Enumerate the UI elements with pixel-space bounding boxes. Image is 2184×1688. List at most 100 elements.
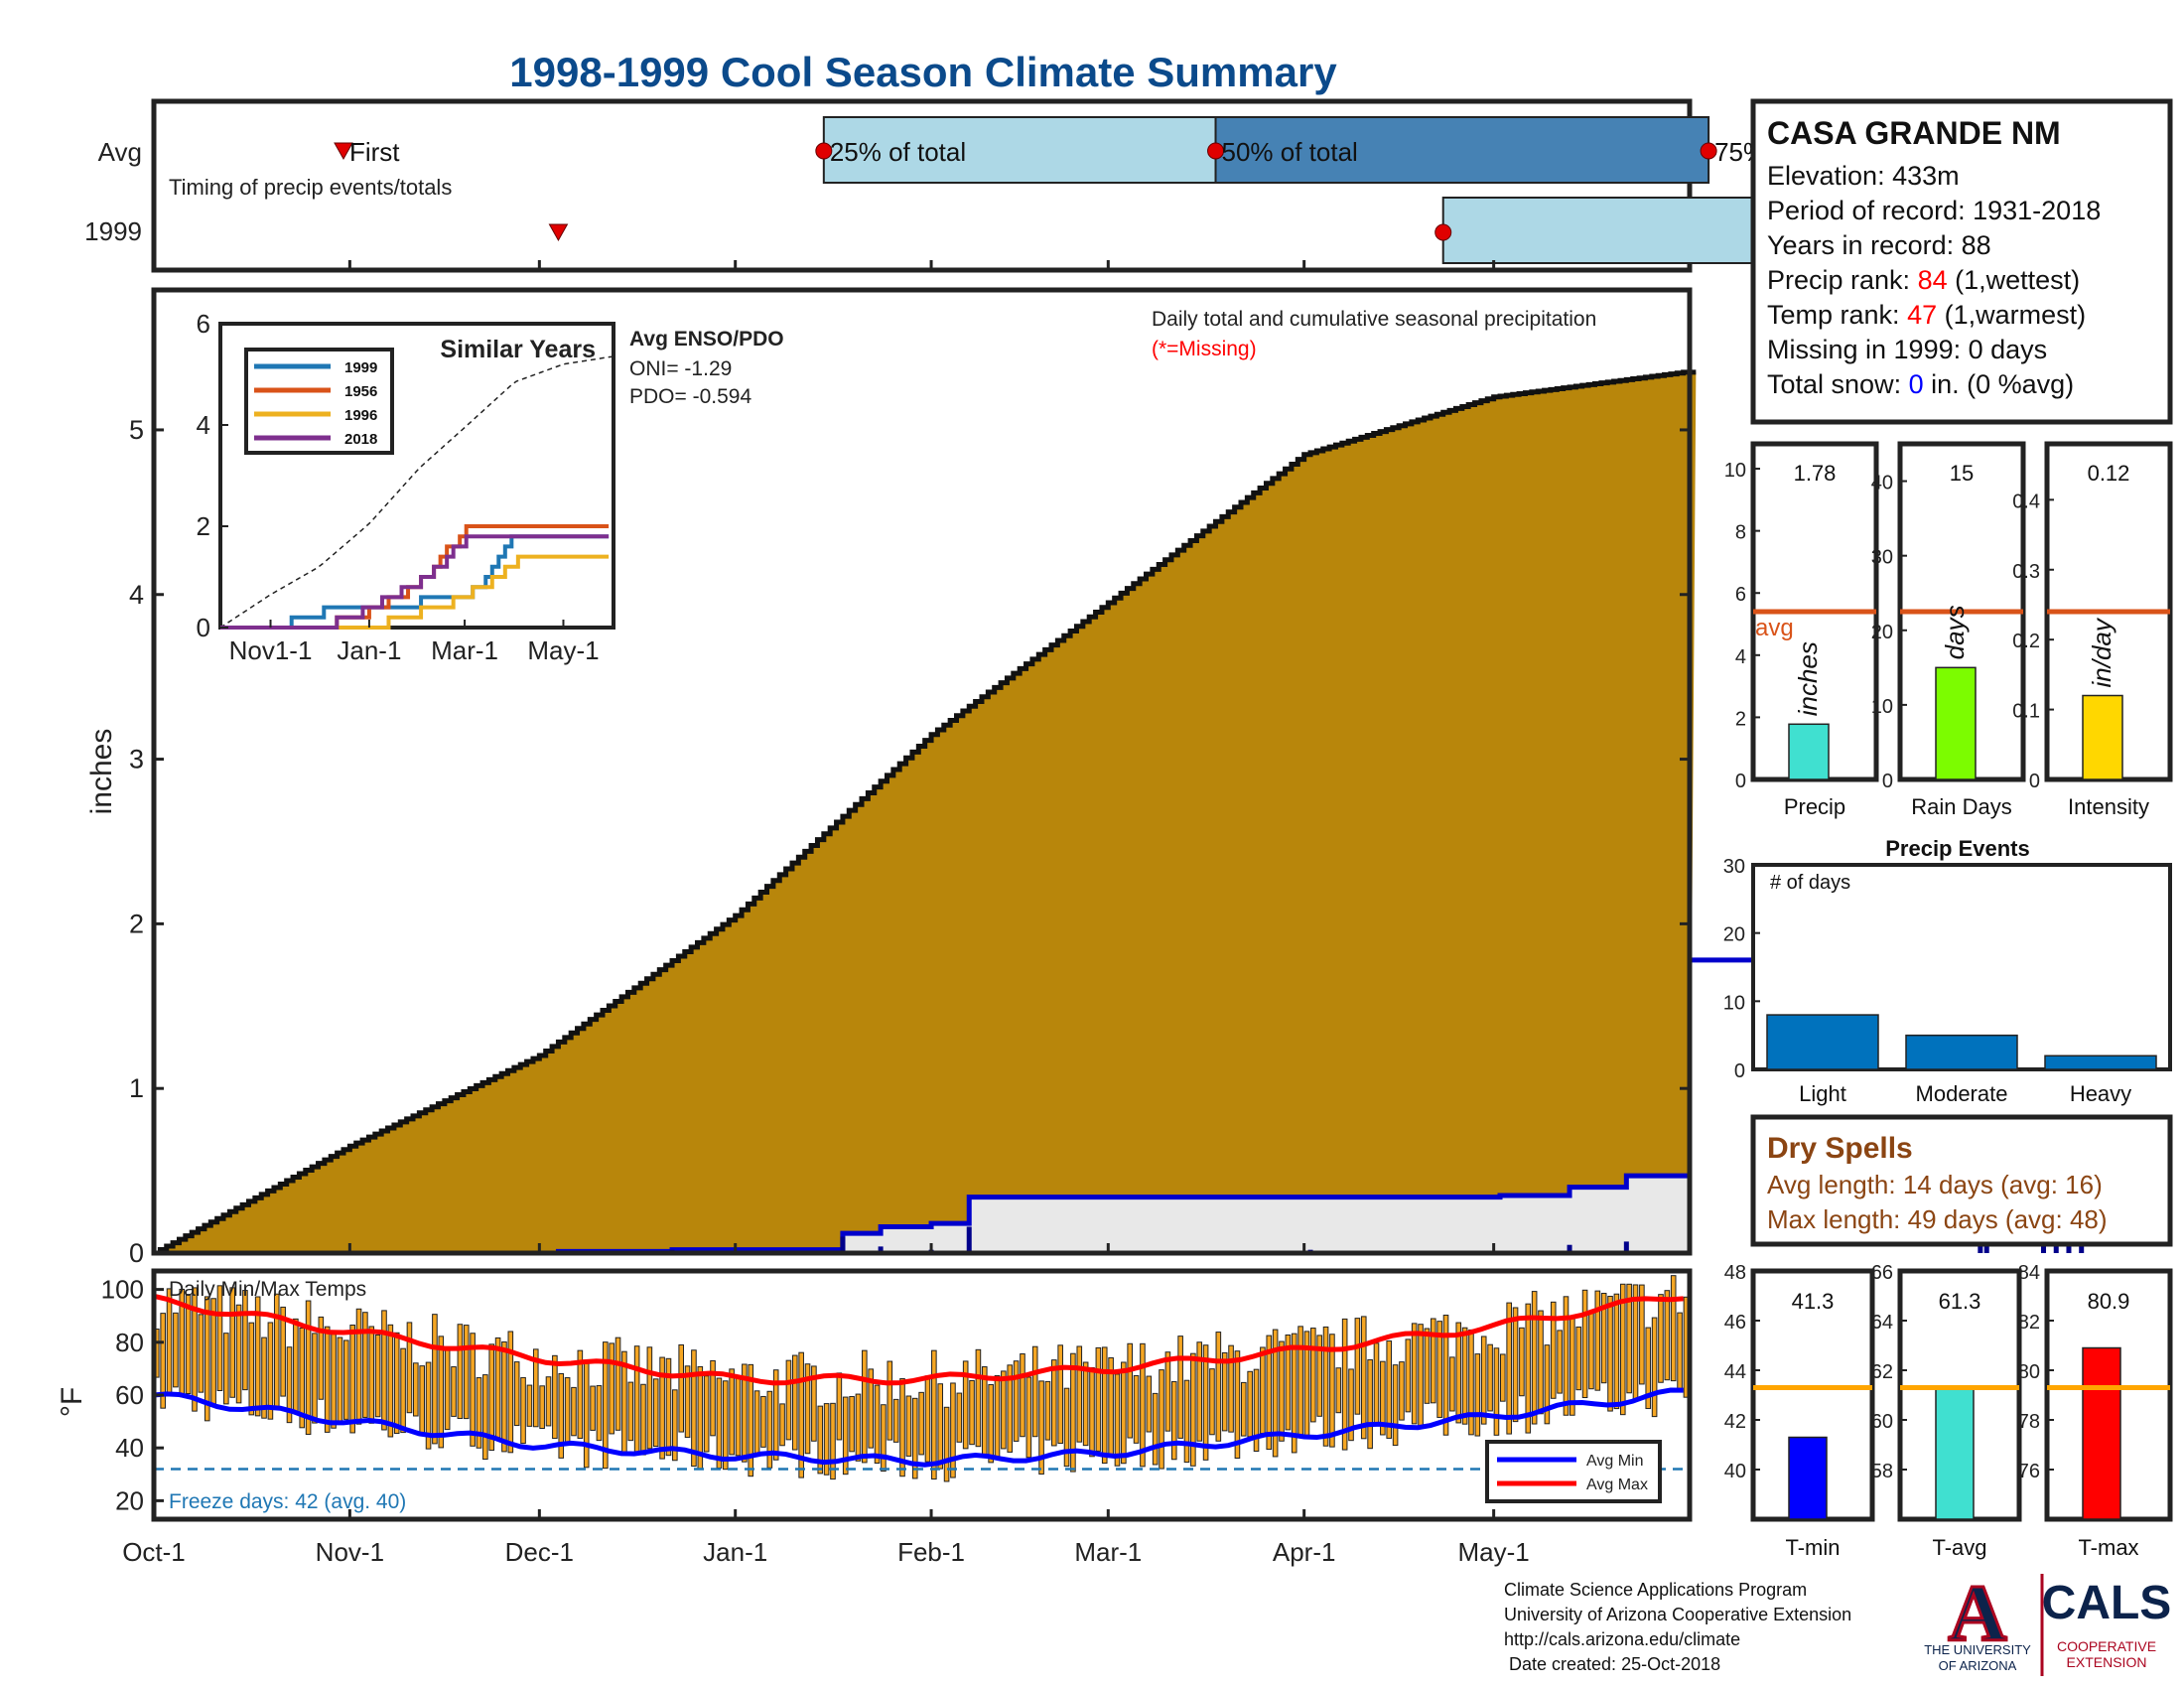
x-tick-label: Dec-1 bbox=[505, 1537, 574, 1567]
daily-temp-bar bbox=[1133, 1374, 1140, 1444]
daily-temp-bar bbox=[223, 1333, 229, 1405]
avg-q50-marker bbox=[1207, 142, 1225, 160]
summary-y-tick-label: 0 bbox=[1735, 771, 1746, 792]
daily-temp-bar bbox=[1619, 1283, 1626, 1416]
inset-legend-label: 2018 bbox=[344, 431, 377, 448]
inset-legend-label: 1956 bbox=[344, 383, 377, 400]
daily-temp-bar bbox=[1449, 1356, 1455, 1412]
daily-temp-bar bbox=[1335, 1367, 1342, 1414]
inset-legend-label: 1999 bbox=[344, 359, 377, 376]
avg-cumulative-precip-area bbox=[154, 371, 1697, 1253]
daily-temp-bar bbox=[571, 1386, 577, 1437]
daily-temp-bar bbox=[173, 1312, 179, 1388]
freeze-days: Freeze days: 42 (avg. 40) bbox=[169, 1490, 406, 1513]
daily-temp-bar bbox=[355, 1308, 362, 1425]
station-snow: Total snow: 0 in. (0 %avg) bbox=[1767, 369, 2074, 399]
precip-y-tick-label: 2 bbox=[129, 909, 144, 938]
daily-temp-bar bbox=[1480, 1336, 1487, 1425]
precip-y-tick-label: 3 bbox=[129, 745, 144, 774]
daily-temp-bar bbox=[1468, 1329, 1474, 1436]
daily-temp-bar bbox=[1183, 1379, 1190, 1464]
daily-temp-bar bbox=[817, 1405, 824, 1475]
daily-temp-bar bbox=[609, 1342, 614, 1435]
daily-temp-bar bbox=[924, 1375, 931, 1463]
daily-temp-bar bbox=[836, 1372, 843, 1441]
daily-temp-bar bbox=[1544, 1344, 1551, 1425]
daily-temp-bar bbox=[1101, 1346, 1108, 1465]
daily-temp-bar bbox=[742, 1363, 748, 1463]
daily-temp-bar bbox=[1613, 1293, 1620, 1410]
university-of-arizona-logo: A THE UNIVERSITY OF ARIZONA bbox=[1924, 1567, 2031, 1674]
precip-events-title: Precip Events bbox=[1885, 836, 2030, 861]
daily-temp-bar bbox=[1373, 1342, 1380, 1427]
daily-temp-bar bbox=[772, 1369, 779, 1461]
station-years: Years in record: 88 bbox=[1767, 230, 1991, 260]
daily-temp-bar bbox=[539, 1385, 545, 1430]
daily-temp-bar bbox=[1575, 1326, 1582, 1391]
temp-summary-y-tick-label: 66 bbox=[1871, 1262, 1893, 1284]
summary-label-1: Rain Days bbox=[1911, 794, 2011, 819]
station-elevation: Elevation: 433m bbox=[1767, 161, 1960, 191]
summary-y-tick-label: 4 bbox=[1735, 646, 1746, 668]
daily-temp-bar bbox=[432, 1314, 438, 1445]
daily-temp-bar bbox=[1291, 1333, 1297, 1454]
daily-temp-bar bbox=[520, 1376, 526, 1445]
daily-temp-bar bbox=[286, 1346, 293, 1424]
daily-temp-bar bbox=[337, 1336, 343, 1424]
daily-temp-bar bbox=[1455, 1322, 1462, 1424]
daily-temp-bar bbox=[1121, 1361, 1127, 1465]
inset-y-tick-label: 6 bbox=[197, 309, 210, 339]
daily-temp-bar bbox=[956, 1392, 963, 1443]
daily-temp-bar bbox=[1392, 1364, 1399, 1447]
station-precip-rank: Precip rank: 84 (1,wettest) bbox=[1767, 265, 2080, 295]
daily-temp-bar bbox=[1146, 1375, 1153, 1433]
daily-temp-bar bbox=[280, 1306, 286, 1397]
daily-temp-bar bbox=[905, 1395, 912, 1457]
daily-temp-bar bbox=[1658, 1294, 1664, 1383]
daily-temp-bar bbox=[488, 1343, 495, 1452]
ua-name-line2: OF ARIZONA bbox=[1939, 1658, 2017, 1673]
daily-temp-bar bbox=[1557, 1330, 1563, 1394]
daily-temp-bar bbox=[823, 1403, 830, 1476]
summary-value-0: 1.78 bbox=[1794, 461, 1837, 486]
daily-temp-bar bbox=[1310, 1328, 1316, 1423]
daily-temp-bar bbox=[646, 1346, 653, 1450]
daily-temp-bar bbox=[413, 1362, 419, 1417]
footer-line4: Date created: 25-Oct-2018 bbox=[1504, 1654, 1720, 1674]
daily-temp-bar bbox=[192, 1287, 198, 1412]
daily-temp-bar bbox=[166, 1288, 173, 1396]
missing-note: (*=Missing) bbox=[1152, 338, 1257, 360]
daily-temp-bar bbox=[564, 1377, 571, 1445]
daily-temp-bar bbox=[1386, 1340, 1393, 1439]
summary-y-tick-label: 0.2 bbox=[2012, 631, 2040, 652]
daily-temp-bar bbox=[931, 1349, 937, 1480]
avg-min-temp-line bbox=[153, 1387, 1684, 1468]
daily-temp-bar bbox=[1360, 1316, 1367, 1440]
daily-temp-bar bbox=[1038, 1380, 1044, 1476]
daily-temp-bar bbox=[988, 1384, 994, 1464]
daily-temp-bar bbox=[1538, 1310, 1544, 1415]
avg-q50-q75-box bbox=[1214, 116, 1710, 184]
daily-temp-bar bbox=[862, 1349, 868, 1464]
daily-temp-bar bbox=[1424, 1328, 1431, 1404]
daily-temp-bar bbox=[349, 1324, 355, 1434]
events-bar-2 bbox=[2044, 1055, 2157, 1070]
precip-y-tick-label: 1 bbox=[129, 1073, 144, 1103]
daily-temp-bar bbox=[482, 1374, 488, 1461]
events-y-tick-label: 10 bbox=[1723, 992, 1745, 1014]
daily-temp-bar bbox=[1152, 1392, 1159, 1466]
daily-temp-bar bbox=[425, 1361, 432, 1450]
daily-temp-bar bbox=[1405, 1338, 1412, 1413]
temp-y-tick-label: 80 bbox=[115, 1328, 144, 1357]
station-frame bbox=[1750, 98, 2173, 425]
daily-temp-bar bbox=[1266, 1335, 1273, 1451]
summary-y-tick-label: 0.3 bbox=[2012, 561, 2040, 583]
daily-temp-bar bbox=[614, 1336, 621, 1431]
daily-temp-bar bbox=[753, 1390, 760, 1456]
temp-summary-y-tick-label: 62 bbox=[1871, 1361, 1893, 1383]
daily-temp-bar bbox=[969, 1379, 975, 1446]
summary-value-2: 0.12 bbox=[2088, 461, 2130, 486]
daily-temp-bar bbox=[1329, 1334, 1335, 1448]
temp-summary-y-tick-label: 60 bbox=[1871, 1411, 1893, 1433]
x-tick-label: Apr-1 bbox=[1273, 1537, 1336, 1567]
